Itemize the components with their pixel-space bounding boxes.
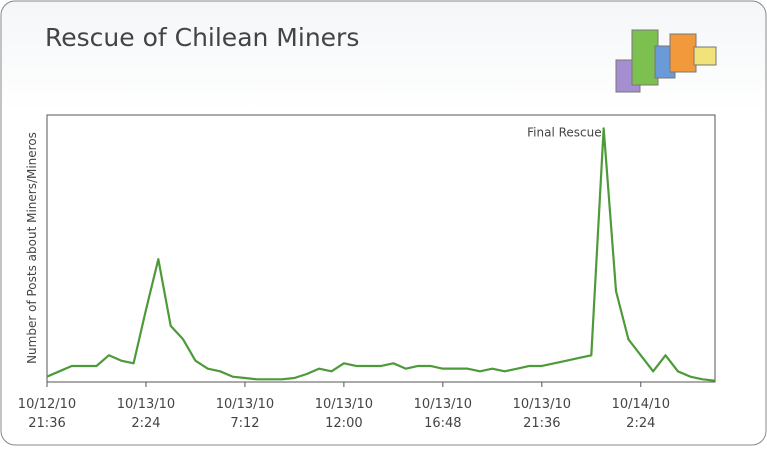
x-tick-label: 10/13/10 21:36 xyxy=(513,397,571,431)
line-series xyxy=(46,127,716,382)
x-tick-label: 10/13/10 16:48 xyxy=(414,397,472,431)
x-tick-label: 10/12/10 21:36 xyxy=(18,397,76,431)
annotation: Final Rescue xyxy=(527,125,602,139)
x-tick-label: 10/13/10 7:12 xyxy=(216,397,274,431)
y-axis-label: Number of Posts about Miners/Mineros xyxy=(25,132,39,364)
x-tick-label: 10/13/10 2:24 xyxy=(117,397,175,431)
plot-area xyxy=(46,114,716,383)
logo xyxy=(615,29,717,93)
x-tick-label: 10/13/10 12:00 xyxy=(315,397,373,431)
chart-title: Rescue of Chilean Miners xyxy=(45,23,359,52)
x-tick-label: 10/14/10 2:24 xyxy=(612,397,670,431)
